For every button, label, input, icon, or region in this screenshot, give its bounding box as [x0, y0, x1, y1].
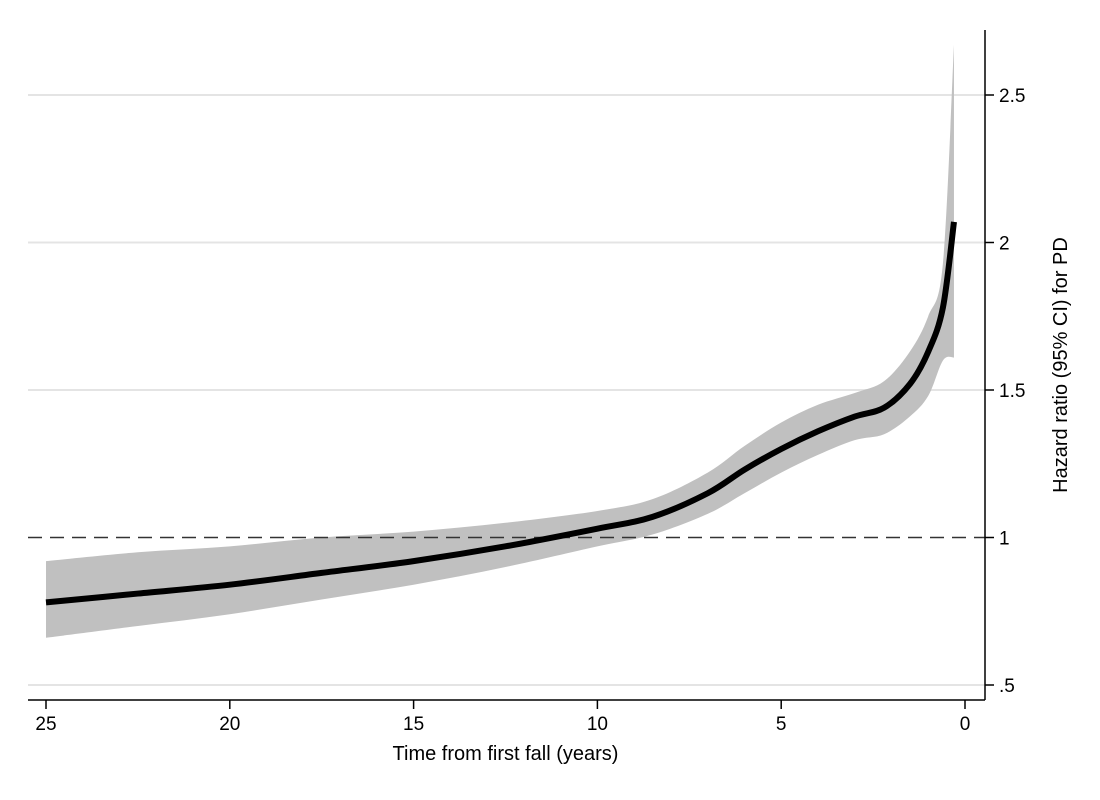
x-tick-label-15: 15	[403, 714, 424, 735]
confidence-band	[46, 44, 954, 638]
y-tick-label-2: 2	[999, 234, 1010, 255]
axes	[28, 30, 986, 701]
confidence-band-layer	[46, 44, 954, 638]
x-tick-label-0: 0	[960, 714, 971, 735]
estimate-line-layer	[45, 221, 957, 606]
x-ticks: 25 20 15 10 5 0	[35, 700, 970, 735]
y-ticks: .5 1 1.5 2 2.5	[985, 86, 1025, 697]
y-tick-label-2.5: 2.5	[999, 86, 1025, 107]
y-tick-label-1.5: 1.5	[999, 381, 1025, 402]
y-tick-label-1: 1	[999, 529, 1010, 550]
x-axis-title: Time from first fall (years)	[393, 743, 619, 765]
x-tick-label-20: 20	[219, 714, 240, 735]
x-tick-label-25: 25	[35, 714, 56, 735]
x-tick-label-10: 10	[587, 714, 608, 735]
estimate-line	[45, 221, 957, 606]
y-tick-label-.5: .5	[999, 676, 1015, 697]
x-tick-label-5: 5	[776, 714, 787, 735]
y-axis-title: Hazard ratio (95% CI) for PD	[1050, 237, 1072, 493]
gridlines	[28, 94, 985, 686]
